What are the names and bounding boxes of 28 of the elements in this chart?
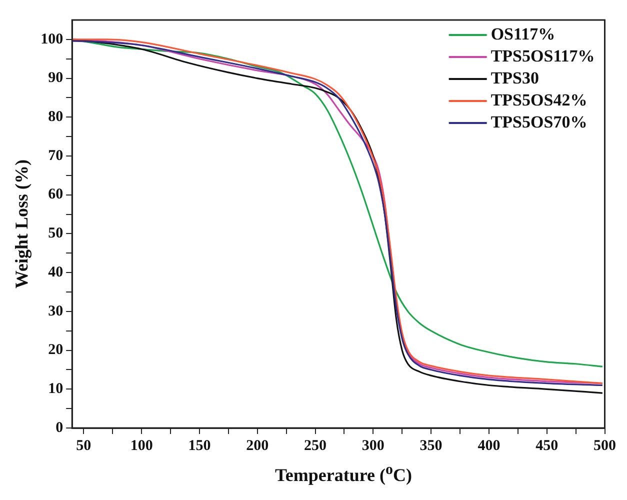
x-tick-label: 500 [594,438,616,454]
y-tick-label: 0 [56,420,64,436]
y-tick-label: 10 [48,381,64,398]
y-axis-title: Weight Loss (%) [11,159,32,289]
y-tick-label: 70 [48,148,64,164]
x-tick-label: 250 [304,438,327,454]
y-tick-label: 40 [48,264,64,280]
legend-label: TPS30 [490,68,540,88]
y-tick-label: 90 [48,70,64,86]
x-tick-label: 450 [536,438,558,454]
y-tick-label: 80 [48,109,64,126]
y-tick-label: 20 [48,342,64,358]
y-tick-label: 100 [40,31,64,48]
y-tick-label: 30 [48,303,64,320]
x-tick-label: 100 [130,438,153,454]
y-tick-label: 60 [48,186,64,203]
x-tick-label: 150 [188,438,211,454]
x-tick-label: 350 [420,438,442,454]
x-tick-label: 200 [246,438,269,454]
y-tick-label: 50 [48,226,64,242]
legend-label: TPS5OS117% [490,46,595,66]
x-tick-label: 400 [478,438,500,454]
legend-label: OS117% [490,24,556,44]
x-tick-label: 300 [362,438,384,454]
x-tick-label: 50 [76,438,92,454]
legend-label: TPS5OS70% [490,112,588,132]
legend-label: TPS5OS42% [490,90,588,110]
x-axis-title: Temperature ($^{o}$C) [274,462,413,486]
